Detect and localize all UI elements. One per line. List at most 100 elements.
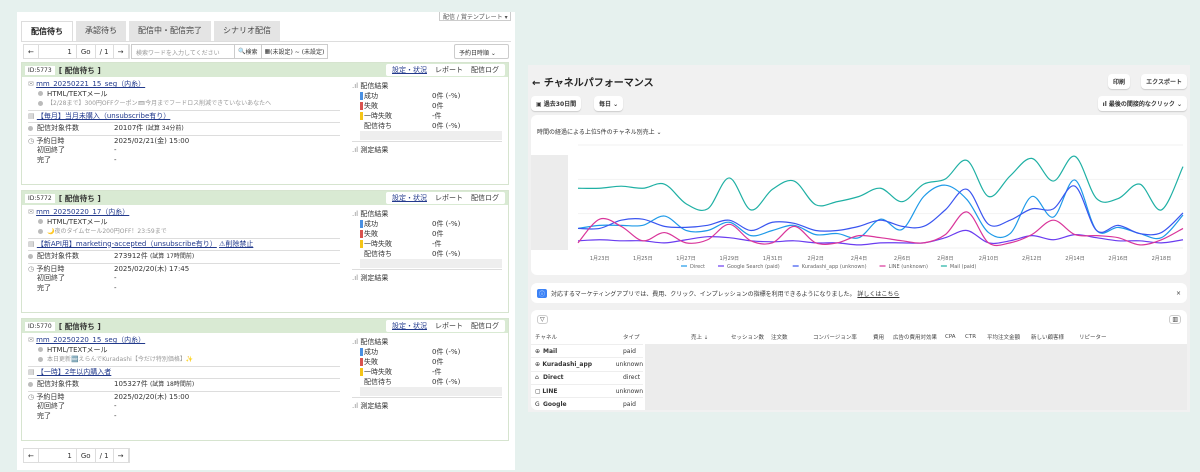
column-header[interactable]: 新しい顧客様	[1031, 334, 1065, 341]
settings-link[interactable]: 設定・状況	[392, 66, 427, 74]
back-arrow-icon[interactable]: ←	[532, 78, 541, 89]
column-header[interactable]: 費用	[873, 334, 885, 341]
columns-icon[interactable]: ▥	[1169, 315, 1181, 324]
page-input[interactable]: 1	[39, 449, 77, 462]
column-header[interactable]: 広告の費用対効果	[893, 334, 938, 341]
mail-icon: ✉	[28, 208, 37, 216]
legend-label[interactable]: Google Search (paid)	[727, 264, 780, 270]
legend-label[interactable]: Direct	[690, 264, 705, 270]
table-row[interactable]: ⌂ Direct direct	[531, 370, 643, 384]
chart-overlay	[531, 155, 568, 250]
segment-icon: ▤	[28, 367, 37, 376]
go-button[interactable]: Go	[77, 45, 96, 58]
target-count-label: 配信対象件数	[37, 252, 79, 260]
delivery-name-link[interactable]: mm_20250221_15_seg（内糸）	[36, 80, 146, 88]
column-header[interactable]: リピーター	[1079, 334, 1107, 341]
log-link[interactable]: 配信ログ	[471, 66, 499, 74]
attribution-button[interactable]: ıl 最後の間接的なクリック ⌄	[1097, 96, 1187, 111]
temp-fail-value: -件	[432, 112, 442, 120]
go-button[interactable]: Go	[77, 449, 96, 462]
column-header[interactable]: セッション数	[731, 334, 765, 341]
bullet-icon	[38, 91, 43, 96]
prev-page-button[interactable]: ←	[24, 45, 39, 58]
sort-select[interactable]: 予約日時順 ⌄	[454, 44, 509, 59]
scheduled-value: 2025/02/20(木) 15:00	[114, 392, 190, 401]
table-row[interactable]: ▢ LINE unknown	[531, 383, 643, 397]
count-note: (試算 34分前)	[145, 125, 184, 132]
measure-label: 測定結果	[360, 146, 389, 154]
measure-label: 測定結果	[360, 274, 389, 282]
print-button[interactable]: 印刷	[1107, 74, 1130, 89]
table-row[interactable]: ⊕ Mail paid	[531, 344, 643, 357]
date-range-button[interactable]: ▦ (未設定) ~ (未設定)	[261, 44, 329, 59]
column-header[interactable]: チャネル	[535, 334, 557, 341]
close-icon[interactable]: ×	[1175, 289, 1181, 297]
search-button[interactable]: 🔍 検索	[235, 44, 262, 59]
card-header: ID:5772 [ 配信待ち ] 設定・状況 レポート 配信ログ	[22, 191, 508, 205]
card-header: ID:5770 [ 配信待ち ] 設定・状況 レポート 配信ログ	[22, 319, 508, 333]
segment-warning[interactable]: ⚠削除禁止	[219, 239, 254, 248]
search-input[interactable]: 検索ワードを入力してください	[131, 44, 235, 59]
x-tick-label: 1月27日	[676, 256, 696, 262]
template-dropdown[interactable]: 配信 / 賞テンプレート ▾	[439, 12, 511, 21]
x-tick-label: 1月31日	[763, 256, 783, 262]
next-page-button[interactable]: →	[114, 45, 129, 58]
period-button[interactable]: ▣ 過去30日間	[531, 96, 582, 111]
page-total: / 1	[96, 45, 114, 58]
target-count-label: 配信対象件数	[37, 124, 79, 132]
clock-icon: ◷	[28, 264, 37, 273]
clock-icon: ◷	[28, 136, 37, 145]
segment-link[interactable]: 【一時】2年以内購入者	[36, 367, 112, 376]
channel-name: Google	[543, 400, 567, 408]
legend-label[interactable]: LINE (unknown)	[889, 264, 928, 270]
column-header[interactable]: 注文数	[771, 334, 788, 341]
chart-icon: ıl	[1102, 101, 1109, 108]
channel-name: LINE	[542, 387, 558, 395]
series-line	[577, 185, 1184, 236]
page-input[interactable]: 1	[39, 45, 77, 58]
delivery-name-link[interactable]: mm_20250220_15_seg（内糸）	[36, 336, 146, 344]
channel-name: Mail	[543, 347, 558, 355]
chart-title-dropdown[interactable]: 時間の経過による上位5件のチャネル別売上 ⌄	[537, 129, 662, 136]
search-label: 検索	[245, 49, 258, 56]
prev-page-button[interactable]: ←	[24, 449, 39, 462]
report-link[interactable]: レポート	[435, 322, 463, 330]
interval-button[interactable]: 毎日 ⌄	[594, 96, 624, 111]
done-label: 完了	[37, 155, 51, 164]
table-row[interactable]: G Google paid	[531, 397, 643, 410]
log-link[interactable]: 配信ログ	[471, 322, 499, 330]
learn-more-link[interactable]: 詳しくはこちら	[857, 290, 900, 298]
success-value: 0件 (-%)	[432, 220, 461, 228]
tab-waiting[interactable]: 配信待ち	[21, 21, 73, 41]
chart-icon: .ıl	[352, 146, 359, 154]
filter-icon[interactable]: ▽	[537, 315, 548, 324]
report-link[interactable]: レポート	[435, 194, 463, 202]
waiting-value: 0件 (-%)	[432, 250, 461, 258]
column-header[interactable]: コンバージョン率	[813, 334, 857, 341]
legend-label[interactable]: Mail (paid)	[950, 264, 976, 270]
x-tick-label: 2月10日	[979, 256, 999, 262]
next-page-button[interactable]: →	[114, 449, 129, 462]
segment-link[interactable]: 【毎月】当月未購入（unsubscribe有り）	[36, 111, 171, 120]
settings-link[interactable]: 設定・状況	[392, 194, 427, 202]
tab-sending-done[interactable]: 配信中・配信完了	[129, 21, 211, 41]
report-link[interactable]: レポート	[435, 66, 463, 74]
log-link[interactable]: 配信ログ	[471, 194, 499, 202]
first-done-label: 初回終了	[37, 146, 65, 154]
column-header[interactable]: CTR	[965, 333, 977, 340]
export-button[interactable]: エクスポート	[1141, 74, 1187, 89]
delivery-name-link[interactable]: mm_20250220_17（内糸）	[36, 208, 130, 216]
store-icon: ⌂	[535, 374, 539, 382]
segment-link[interactable]: 【新API用】marketing-accepted（unsubscribe有り）	[36, 239, 217, 248]
waiting-label: 配信待ち	[364, 378, 392, 386]
settings-link[interactable]: 設定・状況	[392, 322, 427, 330]
tab-approval[interactable]: 承認待ち	[76, 21, 126, 41]
bullet-icon	[28, 253, 33, 259]
table-row[interactable]: ⊕ Kuradashi_app unknown	[531, 357, 643, 370]
column-header[interactable]: 売上 ⇣	[691, 334, 709, 341]
tab-scenario[interactable]: シナリオ配信	[214, 21, 280, 41]
column-header[interactable]: CPA	[945, 333, 956, 340]
column-header[interactable]: タイプ	[623, 334, 640, 341]
column-header[interactable]: 平均注文金額	[987, 334, 1021, 341]
legend-label[interactable]: Kuradashi_app (unknown)	[802, 264, 867, 270]
